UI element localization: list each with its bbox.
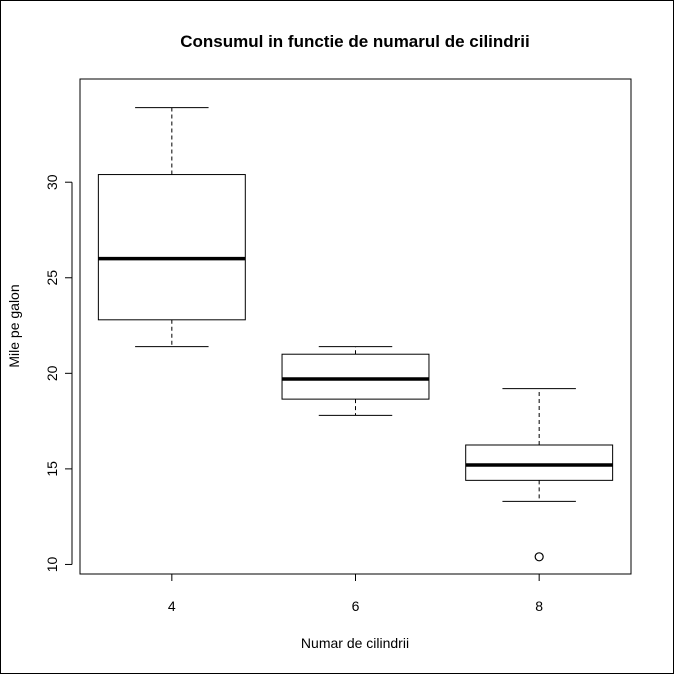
y-axis: 10 15 20 25 30 (44, 174, 73, 572)
y-tick-label: 10 (44, 556, 60, 572)
plot-area-border (79, 78, 632, 575)
chart-title: Consumul in functie de numarul de cilind… (180, 32, 529, 51)
x-tick-label: 4 (168, 598, 176, 614)
y-tick-label: 30 (44, 174, 60, 190)
y-axis-label: Mile pe galon (6, 284, 22, 367)
outlier-point (534, 552, 544, 562)
iqr-box (465, 444, 614, 481)
iqr-box (97, 174, 246, 321)
box-8 (465, 388, 614, 562)
iqr-box (281, 353, 430, 400)
box-6 (281, 346, 430, 416)
y-tick-label: 25 (44, 270, 60, 286)
x-tick-label: 8 (535, 598, 543, 614)
x-tick-label: 6 (352, 598, 360, 614)
y-tick-label: 20 (44, 365, 60, 381)
x-axis-label: Numar de cilindrii (301, 635, 409, 651)
boxes-group (97, 107, 614, 562)
x-axis: 4 6 8 (168, 573, 543, 614)
box-4 (97, 107, 246, 348)
y-tick-label: 15 (44, 461, 60, 477)
